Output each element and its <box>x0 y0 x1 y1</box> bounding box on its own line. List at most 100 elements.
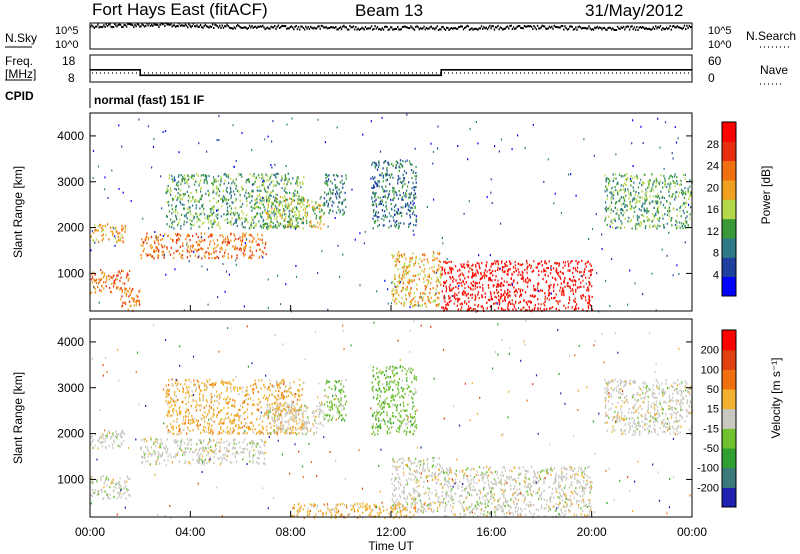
heatmap-cell <box>670 219 672 222</box>
heatmap-speck <box>224 290 226 293</box>
heatmap-cell <box>98 278 100 281</box>
heatmap-cell <box>229 177 232 180</box>
heatmap-cell <box>402 206 404 209</box>
heatmap-cell <box>300 218 302 221</box>
noise-sample <box>448 29 450 31</box>
heatmap-cell <box>279 200 281 203</box>
heatmap-cell <box>119 239 122 242</box>
heatmap-cell <box>676 176 678 179</box>
noise-sample <box>96 25 98 28</box>
heatmap-cell <box>176 440 179 443</box>
heatmap-cell <box>146 446 148 449</box>
noise-sample <box>490 27 492 30</box>
heatmap-cell <box>588 298 590 301</box>
heatmap-cell <box>174 404 177 407</box>
heatmap-cell <box>575 307 577 311</box>
heatmap-cell <box>658 219 660 222</box>
heatmap-cell <box>574 300 576 303</box>
heatmap-speck <box>270 164 272 166</box>
heatmap-speck <box>207 303 209 306</box>
heatmap-cell <box>483 276 486 279</box>
heatmap-cell <box>329 190 331 193</box>
heatmap-cell <box>313 224 315 227</box>
heatmap-cell <box>214 219 216 223</box>
heatmap-cell <box>197 244 199 247</box>
heatmap-cell <box>375 205 378 208</box>
heatmap-cell <box>452 275 454 279</box>
heatmap-cell <box>227 256 229 259</box>
heatmap-cell <box>687 190 689 193</box>
heatmap-speck <box>280 303 282 306</box>
heatmap-speck <box>446 257 448 260</box>
heatmap-cell <box>230 256 233 259</box>
noise-sample <box>232 27 234 30</box>
heatmap-cell <box>399 166 401 169</box>
heatmap-cell <box>271 203 273 206</box>
heatmap-cell <box>210 427 212 430</box>
heatmap-cell <box>255 199 257 202</box>
noise-sample <box>208 26 210 29</box>
heatmap-cell <box>555 262 557 265</box>
heatmap-cell <box>471 268 473 271</box>
noise-sample <box>563 28 565 31</box>
heatmap-cell <box>497 283 500 286</box>
heatmap-cell <box>178 221 180 224</box>
heatmap-cell <box>503 309 505 312</box>
heatmap-speck <box>342 253 344 256</box>
heatmap-cell <box>173 433 175 436</box>
heatmap-cell <box>277 427 280 430</box>
noise-sample <box>612 27 614 30</box>
heatmap-cell <box>550 265 552 268</box>
heatmap-cell <box>175 250 177 253</box>
heatmap-cell <box>212 239 214 242</box>
heatmap-cell <box>226 459 228 462</box>
heatmap-cell <box>489 268 491 271</box>
heatmap-cell <box>279 409 282 412</box>
noise-sample <box>92 25 94 28</box>
heatmap-cell <box>241 221 243 225</box>
heatmap-cell <box>244 394 246 398</box>
heatmap-cell <box>517 273 519 276</box>
heatmap-cell <box>639 224 641 227</box>
heatmap-cell <box>185 450 187 453</box>
heatmap-cell <box>257 237 259 240</box>
heatmap-cell <box>232 190 235 193</box>
heatmap-cell <box>343 199 345 202</box>
noise-sample <box>604 28 607 31</box>
heatmap-cell <box>211 433 214 436</box>
heatmap-cell <box>189 248 191 251</box>
noise-sample <box>301 25 303 28</box>
heatmap-cell <box>332 210 334 213</box>
heatmap-cell <box>646 197 649 200</box>
heatmap-speck <box>201 236 203 239</box>
heatmap-cell <box>208 227 210 230</box>
heatmap-speck <box>413 233 415 236</box>
heatmap-cell <box>276 220 278 223</box>
heatmap-cell <box>395 164 397 167</box>
heatmap-cell <box>419 257 421 261</box>
heatmap-speck <box>663 168 665 170</box>
heatmap-cell <box>98 437 101 440</box>
noise-sample <box>683 24 686 27</box>
noise-sample <box>576 28 578 31</box>
heatmap-cell <box>160 244 163 247</box>
noise-sample <box>117 24 119 26</box>
heatmap-cell <box>106 484 108 487</box>
noise-sample <box>305 25 307 28</box>
heatmap-cell <box>216 239 219 242</box>
noise-sample <box>335 25 337 28</box>
heatmap-speck <box>627 303 629 306</box>
heatmap-cell <box>252 461 254 464</box>
heatmap-speck <box>271 166 273 169</box>
heatmap-cell <box>91 479 94 483</box>
heatmap-cell <box>122 430 124 433</box>
heatmap-cell <box>462 265 464 268</box>
heatmap-cell <box>178 390 181 393</box>
heatmap-cell <box>561 293 563 296</box>
heatmap-cell <box>533 260 535 263</box>
heatmap-cell <box>606 207 608 210</box>
heatmap-cell <box>375 203 377 206</box>
heatmap-cell <box>653 180 655 183</box>
heatmap-cell <box>530 264 532 267</box>
heatmap-cell <box>219 410 221 414</box>
